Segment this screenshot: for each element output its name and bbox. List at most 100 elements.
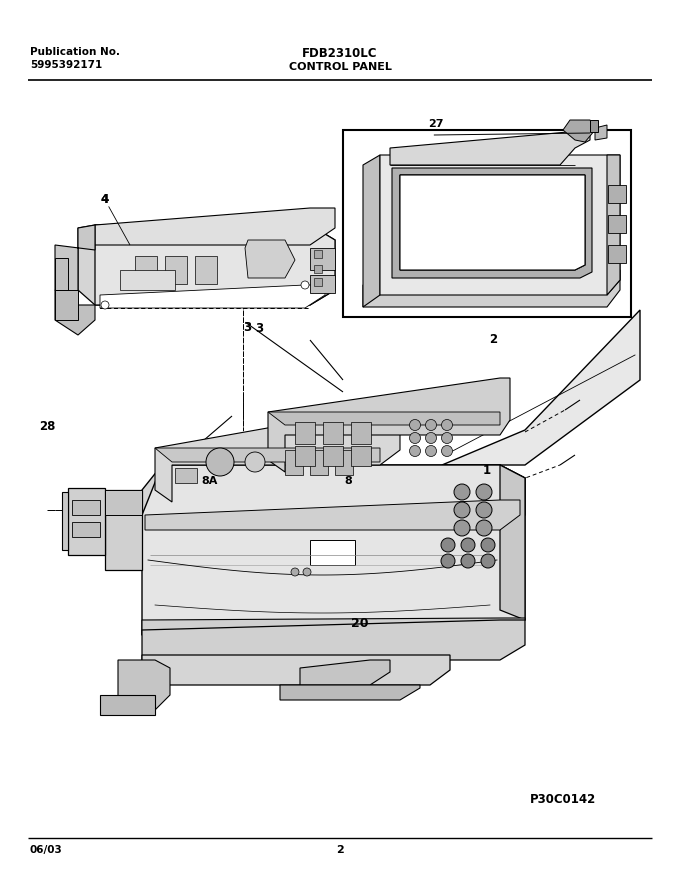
Text: 3: 3 — [243, 321, 252, 334]
Bar — [295, 446, 315, 466]
Circle shape — [101, 301, 109, 309]
Circle shape — [291, 568, 299, 576]
Polygon shape — [78, 225, 335, 305]
Polygon shape — [442, 310, 640, 465]
Polygon shape — [55, 290, 78, 320]
Polygon shape — [563, 120, 595, 142]
Circle shape — [245, 452, 265, 472]
Text: 2: 2 — [490, 334, 498, 346]
Circle shape — [461, 538, 475, 552]
Text: 8: 8 — [345, 476, 352, 486]
Circle shape — [441, 420, 452, 430]
Circle shape — [409, 433, 420, 443]
Text: 2: 2 — [336, 845, 344, 855]
Bar — [608, 185, 626, 203]
Bar — [165, 256, 187, 284]
Polygon shape — [400, 175, 585, 270]
Polygon shape — [142, 655, 450, 685]
Circle shape — [303, 568, 311, 576]
Circle shape — [481, 538, 495, 552]
Circle shape — [206, 448, 234, 476]
Polygon shape — [105, 490, 142, 570]
Text: 06/03: 06/03 — [30, 845, 63, 855]
Circle shape — [476, 520, 492, 536]
Polygon shape — [390, 130, 590, 165]
Polygon shape — [100, 285, 325, 308]
Polygon shape — [590, 120, 598, 132]
Bar — [323, 422, 343, 444]
Polygon shape — [380, 155, 620, 295]
Bar — [72, 500, 100, 515]
Circle shape — [454, 502, 470, 518]
Bar — [351, 446, 371, 466]
Polygon shape — [300, 660, 390, 685]
Polygon shape — [100, 695, 155, 715]
Circle shape — [409, 420, 420, 430]
Text: 4: 4 — [101, 193, 109, 206]
Polygon shape — [155, 408, 400, 502]
Circle shape — [426, 445, 437, 456]
Polygon shape — [607, 155, 620, 295]
Circle shape — [476, 484, 492, 500]
Polygon shape — [95, 225, 335, 305]
Circle shape — [409, 445, 420, 456]
Circle shape — [476, 502, 492, 518]
Circle shape — [441, 554, 455, 568]
Text: FDB2310LC: FDB2310LC — [302, 47, 378, 60]
Circle shape — [454, 484, 470, 500]
Polygon shape — [400, 175, 585, 270]
Bar — [314, 250, 322, 258]
Bar — [285, 450, 303, 475]
Polygon shape — [118, 660, 170, 710]
Text: 3: 3 — [255, 322, 263, 335]
Polygon shape — [55, 290, 95, 335]
Bar — [351, 422, 371, 444]
Circle shape — [454, 520, 470, 536]
Bar — [608, 245, 626, 263]
Text: 8A: 8A — [201, 476, 218, 486]
Bar — [175, 468, 197, 483]
Text: P30C0142: P30C0142 — [530, 793, 596, 806]
Polygon shape — [62, 492, 68, 550]
Polygon shape — [268, 378, 510, 472]
Bar — [135, 256, 157, 284]
Polygon shape — [280, 685, 420, 700]
Circle shape — [441, 445, 452, 456]
Polygon shape — [142, 465, 525, 530]
Polygon shape — [595, 125, 607, 140]
Circle shape — [461, 554, 475, 568]
Bar — [310, 248, 335, 270]
Bar — [335, 450, 353, 475]
Polygon shape — [145, 500, 520, 530]
Bar — [608, 215, 626, 233]
Bar — [72, 522, 100, 537]
Bar — [343, 130, 631, 317]
Polygon shape — [392, 168, 592, 278]
Circle shape — [441, 538, 455, 552]
Text: 5995392171: 5995392171 — [30, 60, 102, 70]
Text: CONTROL PANEL: CONTROL PANEL — [288, 62, 392, 72]
Circle shape — [426, 420, 437, 430]
Text: Publication No.: Publication No. — [30, 47, 120, 57]
Bar — [310, 540, 355, 565]
Polygon shape — [142, 465, 525, 635]
Text: 28: 28 — [39, 421, 56, 433]
Polygon shape — [500, 465, 525, 620]
Bar — [310, 450, 328, 475]
Polygon shape — [142, 620, 525, 660]
Polygon shape — [268, 412, 500, 425]
Polygon shape — [95, 208, 335, 245]
Bar — [295, 422, 315, 444]
Polygon shape — [55, 258, 68, 290]
Circle shape — [426, 433, 437, 443]
Polygon shape — [105, 490, 142, 515]
Polygon shape — [142, 618, 525, 635]
Text: 20: 20 — [351, 617, 369, 630]
Bar — [314, 278, 322, 286]
Polygon shape — [68, 488, 105, 555]
Polygon shape — [363, 270, 620, 307]
Polygon shape — [245, 240, 295, 278]
Circle shape — [441, 433, 452, 443]
Text: 1: 1 — [483, 464, 491, 476]
Polygon shape — [55, 225, 95, 300]
